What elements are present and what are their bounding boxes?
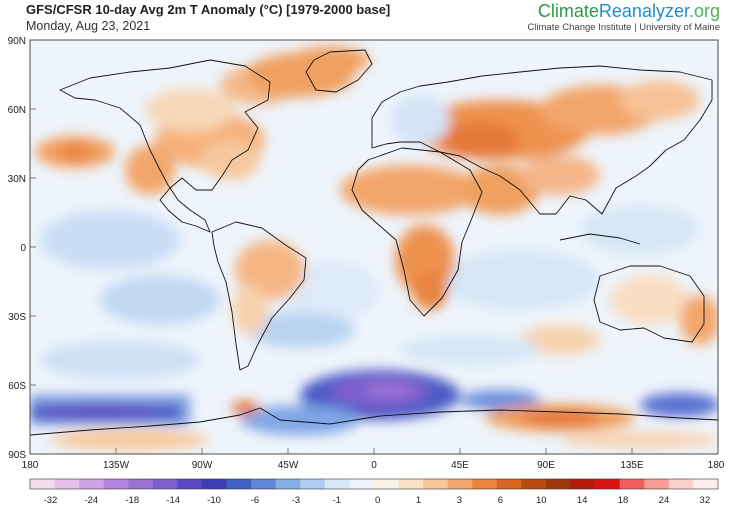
colorbar-label: 0 [375,495,380,506]
colorbar-swatch [152,479,178,489]
colorbar-swatch [570,479,596,489]
colorbar-label: -10 [207,495,221,506]
colorbar-swatch [226,479,252,489]
brand-logo[interactable]: ClimateReanalyzer.org [538,1,720,22]
colorbar-swatch [521,479,547,489]
colorbar-swatch [398,479,424,489]
colorbar-label: -14 [166,495,180,506]
anomaly-field [30,40,718,454]
colorbar-label: -32 [44,495,58,506]
colorbar-swatch [595,479,621,489]
colorbar-label: -1 [333,495,341,506]
map-frame [29,39,719,455]
colorbar-frame [29,478,719,490]
colorbar-label: -18 [125,495,139,506]
colorbar-swatch [374,479,399,489]
coastlines [30,49,718,436]
colorbar-swatch [300,479,326,489]
colorbar-swatch [202,479,227,489]
lat-label: 30S [8,312,26,323]
colorbar-swatch [54,479,80,489]
colorbar-swatch [103,479,129,489]
colorbar-label: 18 [618,495,629,506]
latitude-labels: 90N 60N 30N 0 30S 60S 90S [8,36,27,461]
anomaly-shading [30,46,718,450]
colorbar-swatch [546,479,571,489]
colorbar-labels: -32 -24 -18 -14 -10 -6 -3 -1 0 1 3 6 10 … [44,495,711,506]
colorbar-swatch [177,479,203,489]
colorbar-label: -6 [251,495,259,506]
lat-label: 60S [8,381,26,392]
colorbar [29,478,719,490]
brand-part-climate: Climate [537,1,599,21]
colorbar-label: 6 [498,495,503,506]
lon-label: 0 [371,460,377,471]
colorbar-label: 24 [659,495,670,506]
lat-label: 90S [8,450,26,461]
lon-label: 180 [22,460,39,471]
colorbar-swatch [324,479,350,489]
lat-label: 60N [8,105,26,116]
colorbar-swatch [619,479,645,489]
lon-label: 90E [537,460,555,471]
colorbar-swatch [668,479,694,489]
colorbar-swatch [496,479,522,489]
lat-label: 0 [20,243,26,254]
colorbar-label: 14 [577,495,588,506]
lon-label: 45W [278,460,299,471]
lon-label: 135E [620,460,644,471]
colorbar-swatch [79,479,105,489]
colorbar-label: -3 [292,495,300,506]
lon-label: 135W [103,460,130,471]
map-title: GFS/CFSR 10-day Avg 2m T Anomaly (°C) [1… [26,2,391,17]
colorbar-swatch [644,479,670,489]
brand-part-org: .org [688,1,720,21]
lon-label: 45E [451,460,469,471]
map-date: Monday, Aug 23, 2021 [26,19,151,33]
colorbar-swatch [472,479,498,489]
colorbar-swatch [423,479,449,489]
colorbar-swatch [349,479,375,489]
lat-label: 90N [8,36,26,47]
lon-label: 180 [708,460,725,471]
longitude-labels: 180 135W 90W 45W 0 45E 90E 135E 180 [22,460,725,471]
colorbar-swatch [128,479,154,489]
lat-label: 30N [8,174,26,185]
colorbar-swatch [30,479,55,489]
colorbar-swatch [447,479,473,489]
colorbar-label: 3 [457,495,462,506]
brand-affiliation: Climate Change Institute | University of… [527,22,720,33]
colorbar-label: -24 [84,495,98,506]
colorbar-label: 1 [416,495,421,506]
colorbar-swatch [275,479,301,489]
colorbar-label: 10 [536,495,547,506]
colorbar-label: 32 [700,495,711,506]
colorbar-swatch [251,479,277,489]
colorbar-swatch [693,479,719,489]
brand-part-reanalyzer: Reanalyzer [598,1,689,21]
lon-label: 90W [192,460,213,471]
graticule [30,108,633,454]
